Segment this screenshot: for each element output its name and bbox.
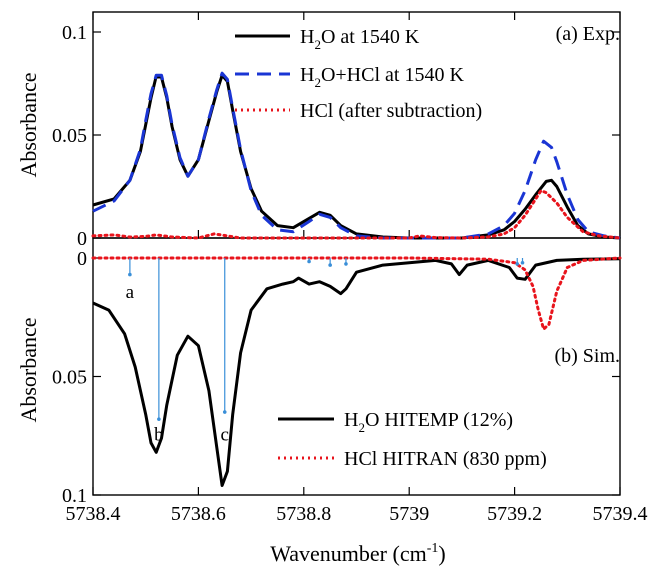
panel-b-ylabel: Absorbance	[16, 317, 41, 422]
stick-label-c: c	[221, 424, 229, 445]
legend-label-h2o-hitemp-main: H	[344, 409, 358, 431]
panel-a-label: (a) Exp.	[556, 23, 620, 45]
stick-label-b: b	[154, 424, 164, 445]
x-axis-label-sup: -1	[427, 541, 439, 556]
legend-panel-b: H2O HITEMP (12%) HCl HITRAN (830 ppm)	[278, 409, 547, 470]
legend-label-h2o-main: H	[300, 26, 314, 48]
legend-panel-a: H2O at 1540 K H2O+HCl at 1540 K HCl (aft…	[235, 26, 482, 122]
x-tick-label: 5739.2	[487, 503, 542, 525]
series-line-panel-b-1	[91, 256, 622, 331]
x-tick-label: 5738.8	[276, 503, 331, 525]
stick-line-tip	[128, 272, 132, 277]
x-tick-label: 5739	[389, 503, 429, 525]
stick-line-tip	[520, 260, 525, 265]
panel-a-ylabel: Absorbance	[16, 72, 41, 177]
stick-line-tip	[515, 262, 520, 266]
stick-line-tip	[328, 263, 332, 267]
stick-line-tip	[222, 410, 227, 414]
legend-label-h2o-hcl-main: H	[300, 64, 314, 86]
stick-line-tip	[344, 262, 348, 266]
legend-label-hcl-hitran: HCl HITRAN (830 ppm)	[344, 448, 547, 470]
legend-label-h2o-hcl-sub: 2	[314, 75, 321, 90]
legend-label-h2o: H2O at 1540 K	[300, 26, 420, 52]
legend-label-h2o-hcl-rest: O+HCl at 1540 K	[321, 64, 464, 86]
stick-lines: a b c	[126, 258, 525, 445]
x-tick-label: 5738.4	[66, 503, 121, 525]
plot-curves	[91, 71, 622, 487]
legend-label-h2o-hitemp-rest: O HITEMP (12%)	[365, 409, 513, 431]
stick-label-a: a	[126, 282, 135, 303]
stick-line-tip	[307, 259, 311, 264]
legend-label-h2o-rest: O at 1540 K	[321, 26, 420, 48]
series-line-panel-a-1	[92, 71, 621, 240]
legend-label-h2o-hcl: H2O+HCl at 1540 K	[300, 64, 464, 90]
stick-line-tip	[157, 417, 161, 421]
x-axis-label-main: Wavenumber (cm	[270, 541, 426, 566]
y-tick-label-panel-b: 0.1	[62, 485, 87, 507]
y-tick-label-panel-a: 0.05	[52, 125, 87, 147]
legend-label-h2o-hitemp: H2O HITEMP (12%)	[344, 409, 513, 435]
y-tick-label-panel-a: 0	[77, 228, 87, 250]
x-tick-label: 5739.4	[593, 503, 648, 525]
legend-label-h2o-hitemp-sub: 2	[358, 420, 365, 435]
series-line-panel-a-2	[91, 189, 622, 240]
panel-b-label: (b) Sim.	[554, 345, 620, 367]
x-tick-label: 5738.6	[171, 503, 226, 525]
series-line-panel-a-0	[92, 73, 621, 240]
x-axis-label: Wavenumber (cm-1)	[270, 541, 445, 566]
y-tick-label-panel-b: 0.05	[52, 367, 87, 389]
x-axis-label-close: )	[438, 541, 445, 566]
legend-label-h2o-sub: 2	[314, 37, 321, 52]
legend-label-hcl: HCl (after subtraction)	[300, 100, 482, 122]
y-tick-label-panel-b: 0	[77, 248, 87, 270]
axis-ticks	[92, 12, 621, 496]
y-tick-label-panel-a: 0.1	[62, 22, 87, 44]
